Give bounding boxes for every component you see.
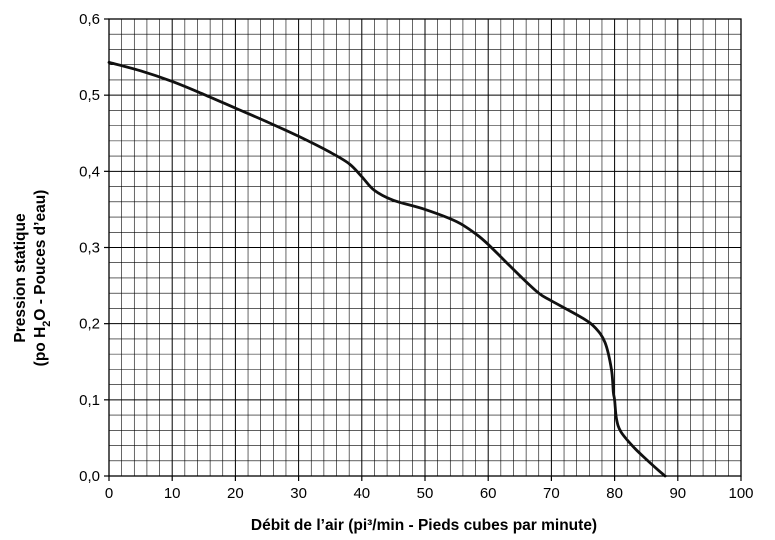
x-tick-label: 0 [105,485,113,502]
y-axis-title-line2-prefix: (po H [32,327,49,367]
y-axis-title: Pression statique (po H2O - Pouces d’eau… [12,190,53,367]
x-tick-label: 90 [669,485,686,502]
major-grid [109,19,741,476]
x-tick-label: 40 [353,485,370,502]
y-tick-label: 0,0 [79,468,100,485]
series-layer [107,61,667,478]
x-tick-label: 100 [728,485,753,502]
y-axis-title-line2: (po H2O - Pouces d’eau) [32,190,53,367]
y-tick-label: 0,4 [79,163,100,180]
y-axis-title-subscript: 2 [41,321,53,327]
x-tick-labels: 0 10 20 30 40 50 60 70 80 90 100 [105,476,754,502]
x-tick-label: 60 [480,485,497,502]
y-tick-label: 0,6 [79,11,100,28]
series-line [107,61,667,478]
y-tick-label: 0,5 [79,87,100,104]
x-axis-title: Débit de l’air (pi³/min - Pieds cubes pa… [251,517,597,534]
x-tick-label: 50 [417,485,434,502]
y-axis-title-line1: Pression statique [12,213,29,343]
x-tick-label: 80 [606,485,623,502]
y-tick-labels: 0,0 0,1 0,2 0,3 0,4 0,5 0,6 [79,11,109,485]
x-tick-label: 70 [543,485,560,502]
x-tick-label: 30 [290,485,307,502]
x-tick-label: 20 [227,485,244,502]
y-axis-title-line2-suffix: O - Pouces d’eau) [32,190,49,321]
y-tick-label: 0,3 [79,240,100,257]
y-tick-label: 0,1 [79,392,100,409]
x-tick-label: 10 [164,485,181,502]
y-tick-label: 0,2 [79,316,100,333]
